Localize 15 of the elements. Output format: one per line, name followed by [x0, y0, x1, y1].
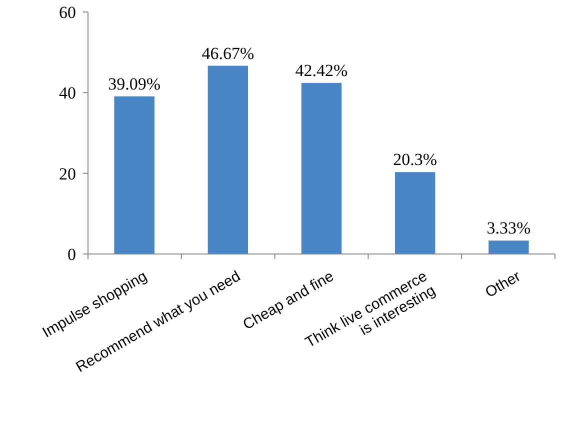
- y-tick-label: 40: [59, 84, 76, 103]
- bar: [488, 240, 529, 254]
- bar: [208, 66, 248, 254]
- y-tick-label: 0: [68, 244, 76, 264]
- data-label: 42.42%: [295, 60, 348, 80]
- bar: [114, 96, 154, 254]
- data-label: 39.09%: [108, 74, 161, 94]
- bar: [301, 82, 342, 254]
- x-tick-label: Other: [482, 268, 524, 302]
- data-label: 20.3%: [393, 150, 438, 170]
- bar: [394, 172, 436, 254]
- y-tick-label: 20: [59, 164, 76, 184]
- data-label: 3.33%: [486, 218, 531, 238]
- data-label: 46.67%: [202, 44, 254, 63]
- y-tick-label: 60: [59, 2, 76, 22]
